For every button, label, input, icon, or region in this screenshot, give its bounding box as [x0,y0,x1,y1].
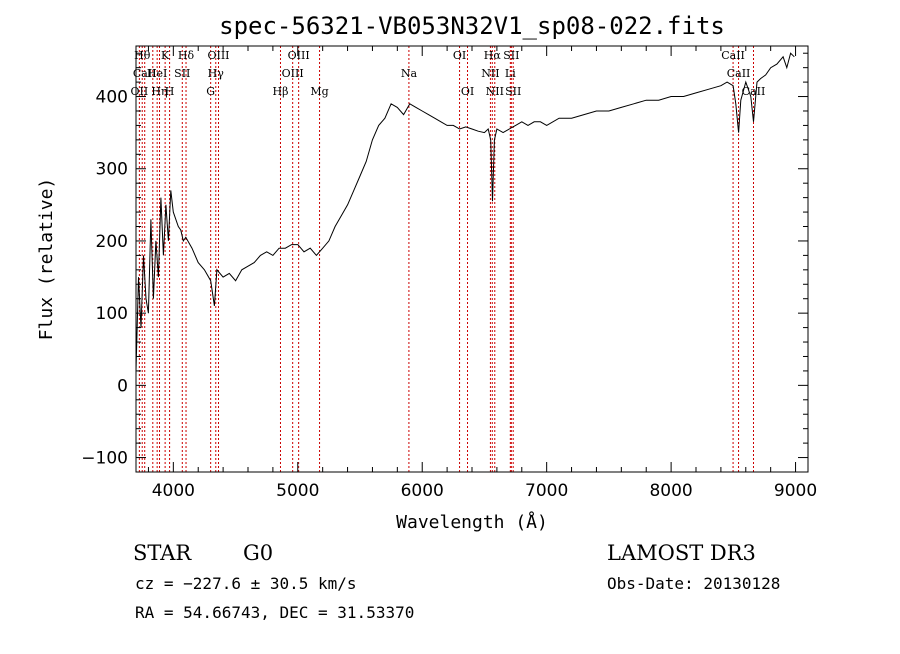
x-tick-label: 7000 [525,481,568,501]
line-marker-label: Hγ [208,67,225,80]
line-marker-label: Hθ [134,49,151,62]
line-marker-label: NII [486,85,504,98]
x-tick-label: 4000 [152,481,195,501]
sky-coordinates: RA = 54.66743, DEC = 31.53370 [135,603,414,622]
line-marker-label: Hη [151,85,167,98]
x-tick-label: 5000 [276,481,319,501]
axis-ticks: 4000 5000 6000 7000 8000 9000 −100 0 100 200 300 40… [81,46,817,501]
line-marker-label: SII [505,85,521,98]
line-marker-label: SII [503,49,519,62]
x-axis-label: Wavelength (Å) [396,511,548,533]
plot-frame [135,45,809,473]
line-marker-label: Hδ [178,49,195,62]
y-tick-label: −100 [81,449,128,469]
line-marker-label: Li [505,67,516,80]
observation-date: Obs-Date: 20130128 [607,574,780,593]
x-tick-label: 9000 [774,481,817,501]
x-tick-label: 8000 [649,481,692,501]
line-marker-label: OII [131,85,149,98]
line-marker-label: CaII [727,67,751,80]
line-marker-label: NII [481,67,499,80]
x-tick-label: 6000 [401,481,444,501]
line-marker-label: OIII [288,49,310,62]
line-marker-label: OIII [282,67,304,80]
y-tick-label: 300 [96,160,128,180]
spectral-line-labels: OIIHθCaIIHeIHηKHSIIHδGHγOIIIHβOIIIOIIIMg… [131,49,766,98]
line-marker-label: K [161,49,170,62]
line-marker-label: CaII [721,49,745,62]
survey-name: LAMOST DR3 [607,541,756,565]
line-marker-label: Na [401,67,418,80]
line-marker-label: SII [174,67,190,80]
line-marker-label: CaII [742,85,766,98]
line-marker-label: HeI [147,67,167,80]
y-tick-label: 0 [117,376,128,396]
line-marker-label: OI [453,49,466,62]
y-axis-label: Flux (relative) [36,178,57,341]
chart-title: spec-56321-VB053N32V1_sp08-022.fits [219,12,725,40]
line-marker-label: OI [461,85,474,98]
line-marker-label: OIII [207,49,229,62]
line-marker-label: CaII [133,67,157,80]
y-tick-label: 200 [96,232,128,252]
redshift-velocity: cz = −227.6 ± 30.5 km/s [135,574,357,593]
object-class: STAR [133,541,192,565]
line-marker-label: Mg [310,85,328,98]
spectrum-line [135,52,795,371]
y-tick-label: 400 [96,88,128,108]
spectral-line-markers [138,46,754,472]
line-marker-label: H [165,85,175,98]
object-subclass: G0 [243,541,273,565]
line-marker-label: G [206,85,215,98]
y-tick-label: 100 [96,304,128,324]
line-marker-label: Hα [484,49,502,62]
line-marker-label: Hβ [273,85,289,98]
